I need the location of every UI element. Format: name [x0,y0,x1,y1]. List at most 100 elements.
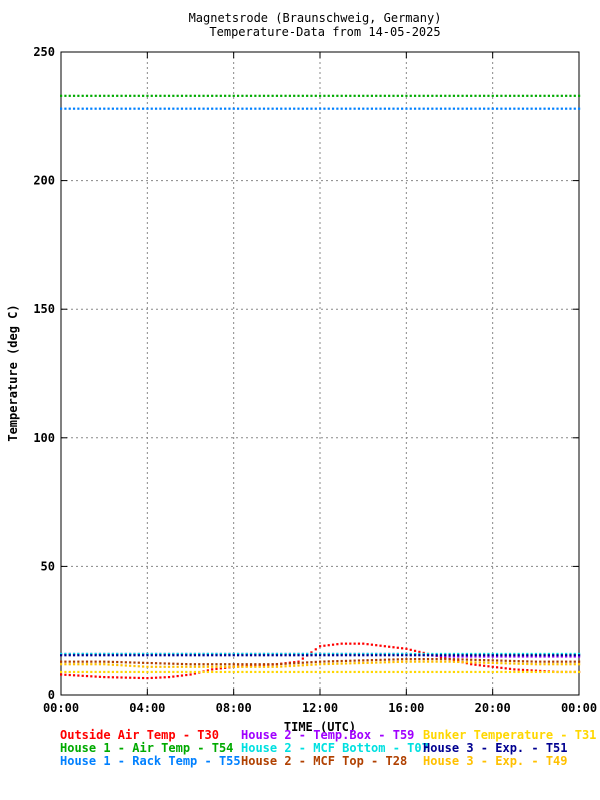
data-point [439,94,443,97]
data-point [422,670,425,674]
data-point [578,660,581,663]
data-point [146,94,149,97]
data-point [107,670,110,674]
data-point [452,670,456,674]
data-point [422,660,425,663]
data-point [271,94,274,97]
data-point [478,655,481,658]
data-point [323,94,326,97]
data-point [284,654,287,657]
data-point [362,652,365,656]
data-point [483,94,486,97]
data-point [413,670,417,674]
data-point [448,670,451,674]
data-point [383,652,386,656]
data-point [236,94,240,97]
data-point [142,661,145,664]
data-point [375,661,378,664]
data-point [353,654,356,657]
data-point [249,107,253,110]
data-point [383,94,386,97]
data-point [206,663,209,666]
data-point [116,654,119,657]
data-point [228,663,231,666]
data-point [137,661,140,664]
data-point [474,107,477,110]
data-point [401,94,404,97]
data-point [569,652,572,656]
data-point [331,643,335,646]
data-point [60,107,63,110]
data-point [474,670,477,674]
data-point [124,670,127,674]
data-point [154,94,158,97]
data-point [431,107,434,110]
data-point [142,94,145,97]
data-point [508,670,512,674]
data-point [470,663,473,666]
data-point [236,670,240,674]
data-point [344,662,348,665]
data-point [405,94,408,97]
data-point [68,652,71,656]
data-point [245,663,248,666]
data-point [413,652,417,656]
data-point [129,652,132,656]
data-point [370,94,373,97]
data-point [232,107,235,110]
data-point [383,661,386,664]
data-point [552,660,555,663]
data-point [185,94,188,97]
data-point [573,652,576,656]
data-points [60,94,581,680]
data-point [504,654,507,657]
data-point [439,654,443,657]
legend-entry: House 2 - MCF Top - T28 [241,754,407,768]
data-point [323,644,326,647]
data-point [297,94,300,97]
x-tick-label: 20:00 [475,701,511,715]
data-point [103,654,106,657]
data-point [94,660,97,663]
data-point [331,660,335,663]
data-point [366,654,369,657]
data-point [167,670,171,674]
data-point [185,670,188,674]
data-point [254,665,257,668]
data-point [500,659,503,662]
data-point [521,668,525,671]
data-point [288,664,291,668]
data-point [457,94,460,97]
data-point [491,665,494,668]
data-point [418,660,421,663]
data-point [457,655,460,658]
data-point [146,654,149,657]
data-point [120,670,123,674]
data-point [142,652,145,656]
data-point [81,670,84,674]
data-point [409,94,412,97]
data-point [68,670,71,674]
data-point [107,660,110,663]
data-point [465,670,468,674]
data-point [219,670,222,674]
data-point [539,652,542,656]
data-point [284,652,287,656]
data-point [193,652,197,656]
data-point [349,107,352,110]
data-point [379,654,382,657]
data-point [483,107,486,110]
data-point [301,652,304,656]
data-point [77,107,80,110]
data-point [413,94,417,97]
legend-entry: Outside Air Temp - T30 [60,728,219,742]
data-point [526,107,529,110]
data-point [288,670,291,674]
data-point [94,670,97,674]
data-point [526,94,529,97]
data-point [470,655,473,658]
data-point [336,660,339,663]
data-point [413,107,417,110]
data-point [504,652,507,656]
data-point [474,652,477,656]
